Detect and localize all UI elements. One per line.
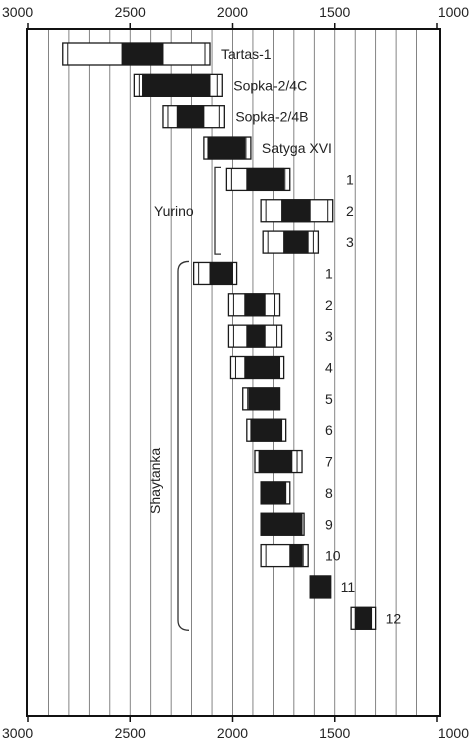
top-tick-label: 2000 <box>217 4 248 20</box>
range-bar <box>133 73 223 97</box>
plot-border <box>26 28 441 717</box>
range-bar <box>62 42 211 66</box>
row-number-label: 7 <box>325 454 333 470</box>
top-tick-label: 3000 <box>2 4 33 20</box>
grid-lines <box>48 29 417 716</box>
range-bar <box>246 418 287 442</box>
range-core <box>258 450 293 474</box>
range-core <box>283 230 309 254</box>
row-number-label: 12 <box>386 610 402 626</box>
row-number-label: 3 <box>346 234 354 250</box>
range-core <box>244 293 266 317</box>
range-core <box>121 42 164 66</box>
range-core <box>289 544 303 568</box>
range-bar <box>225 167 291 192</box>
row-number-label: 1 <box>346 171 354 187</box>
row-number-label: 8 <box>325 485 333 501</box>
range-core <box>248 387 281 411</box>
range-bars <box>62 42 377 630</box>
plot-frame <box>26 28 441 717</box>
range-core <box>142 73 211 97</box>
range-bar <box>350 606 377 630</box>
range-bar <box>229 355 285 380</box>
range-core <box>281 199 311 223</box>
bottom-tick-label: 1500 <box>319 725 350 741</box>
group-bracket: Shaytanka <box>147 260 190 631</box>
range-core <box>244 356 281 379</box>
row-number-label: 2 <box>325 297 333 313</box>
range-core <box>246 167 285 191</box>
bottom-tick-label: 2500 <box>115 725 146 741</box>
range-core <box>250 418 283 442</box>
site-label: Sopka-2/4C <box>233 77 307 93</box>
row-number-label: 2 <box>346 203 354 219</box>
site-label: Sopka-2/4B <box>235 109 308 125</box>
range-core <box>246 324 266 348</box>
top-axis: 3000 2500 2000 1500 1000 <box>2 4 469 29</box>
range-core <box>309 575 332 599</box>
top-tick-label: 1500 <box>319 4 350 20</box>
row-number-label: 1 <box>325 265 333 281</box>
range-core <box>207 136 246 160</box>
bracket-line <box>214 166 221 255</box>
top-tick-label: 2500 <box>115 4 146 20</box>
range-core <box>354 606 373 630</box>
row-number-label: 10 <box>325 548 341 564</box>
range-bar <box>309 575 332 599</box>
group-label: Yurino <box>154 203 194 219</box>
range-bar <box>227 293 281 317</box>
range-bar <box>162 105 225 129</box>
site-label: Satyga XVI <box>262 140 332 156</box>
range-bar <box>203 136 252 160</box>
range-bar <box>260 481 291 505</box>
row-number-label: 4 <box>325 360 333 376</box>
site-label: Tartas-1 <box>221 46 272 62</box>
row-number-label: 6 <box>325 422 333 438</box>
range-bar <box>254 449 303 474</box>
bottom-axis: 3000 2500 2000 1500 1000 <box>2 716 469 741</box>
bottom-tick-label: 3000 <box>2 725 33 741</box>
range-bar <box>262 230 320 254</box>
range-bar <box>242 387 281 411</box>
range-bar <box>260 199 334 223</box>
range-bar <box>192 261 238 286</box>
range-core <box>260 512 303 536</box>
bracket-line <box>177 260 190 631</box>
range-core <box>260 481 287 505</box>
range-bar <box>260 543 309 568</box>
row-number-label: 3 <box>325 328 333 344</box>
range-core <box>176 105 205 129</box>
range-bar <box>260 512 305 536</box>
top-tick-label: 1000 <box>438 4 469 20</box>
row-number-label: 9 <box>325 516 333 532</box>
group-label: Shaytanka <box>147 448 163 514</box>
bottom-tick-label: 2000 <box>217 725 248 741</box>
group-brackets: Yurino Shaytanka <box>147 166 221 631</box>
row-number-label: 11 <box>341 579 356 595</box>
range-core <box>209 261 234 285</box>
range-bar <box>227 324 283 348</box>
bottom-tick-label: 1000 <box>438 725 469 741</box>
row-number-label: 5 <box>325 391 333 407</box>
group-bracket: Yurino <box>154 166 221 255</box>
